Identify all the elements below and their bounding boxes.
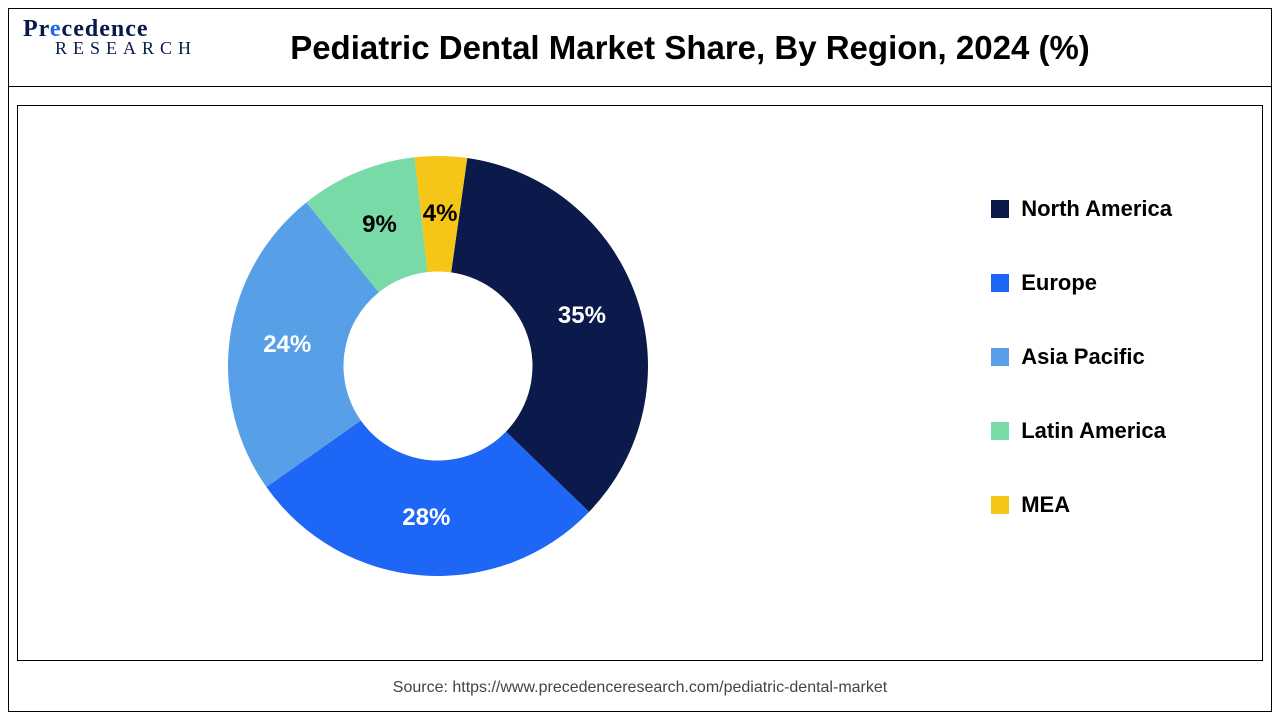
- slice-label: 28%: [402, 504, 450, 532]
- legend-label: Latin America: [1021, 418, 1166, 444]
- legend-label: Europe: [1021, 270, 1097, 296]
- header: Precedence RESEARCH Pediatric Dental Mar…: [9, 9, 1271, 87]
- slice-label: 9%: [362, 211, 397, 239]
- legend-item: Latin America: [991, 418, 1172, 444]
- legend-label: MEA: [1021, 492, 1070, 518]
- legend-item: Asia Pacific: [991, 344, 1172, 370]
- legend: North America Europe Asia Pacific Latin Ame…: [991, 196, 1172, 518]
- chart-area: 35% 28% 24% 9% 4% North America Europe Asia Pa…: [17, 105, 1263, 661]
- logo-pre: Pr: [23, 16, 50, 42]
- donut-chart: 35% 28% 24% 9% 4%: [218, 146, 658, 586]
- legend-swatch: [991, 496, 1009, 514]
- logo: Precedence RESEARCH: [23, 17, 197, 57]
- slice-label: 4%: [423, 200, 458, 228]
- slice-label: 35%: [558, 302, 606, 330]
- source-text: Source: https://www.precedenceresearch.c…: [9, 679, 1271, 697]
- legend-item: North America: [991, 196, 1172, 222]
- legend-swatch: [991, 274, 1009, 292]
- legend-swatch: [991, 200, 1009, 218]
- legend-swatch: [991, 348, 1009, 366]
- legend-item: MEA: [991, 492, 1172, 518]
- legend-swatch: [991, 422, 1009, 440]
- legend-label: North America: [1021, 196, 1172, 222]
- legend-item: Europe: [991, 270, 1172, 296]
- chart-title: Pediatric Dental Market Share, By Region…: [9, 29, 1271, 67]
- slice-label: 24%: [263, 331, 311, 359]
- outer-frame: Precedence RESEARCH Pediatric Dental Mar…: [8, 8, 1272, 712]
- legend-label: Asia Pacific: [1021, 344, 1145, 370]
